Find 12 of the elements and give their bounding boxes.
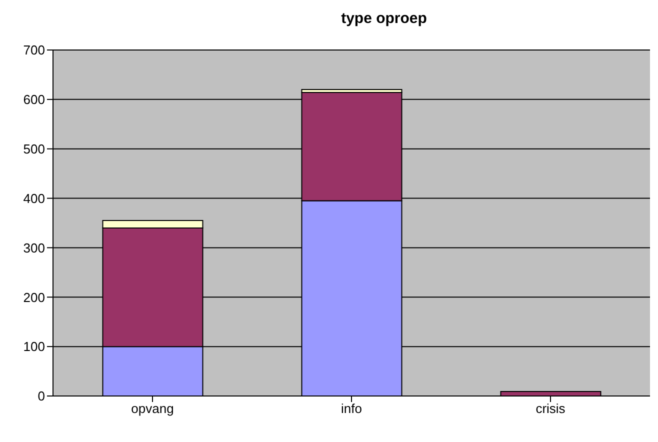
x-tick-label: opvang bbox=[131, 401, 174, 416]
y-tick-label: 700 bbox=[23, 42, 45, 58]
y-tick-label: 200 bbox=[23, 290, 45, 305]
x-tick-label: info bbox=[341, 401, 362, 416]
y-tick-label: 400 bbox=[23, 190, 45, 206]
chart-title: type oproep bbox=[340, 10, 428, 29]
y-tick-label: 500 bbox=[23, 141, 45, 156]
y-tick-label: 300 bbox=[23, 240, 45, 256]
y-tick-label: 0 bbox=[38, 388, 45, 404]
y-tick-label: 600 bbox=[23, 92, 45, 108]
y-tick-label: 100 bbox=[23, 339, 45, 354]
x-tick-label: crisis bbox=[536, 401, 566, 416]
